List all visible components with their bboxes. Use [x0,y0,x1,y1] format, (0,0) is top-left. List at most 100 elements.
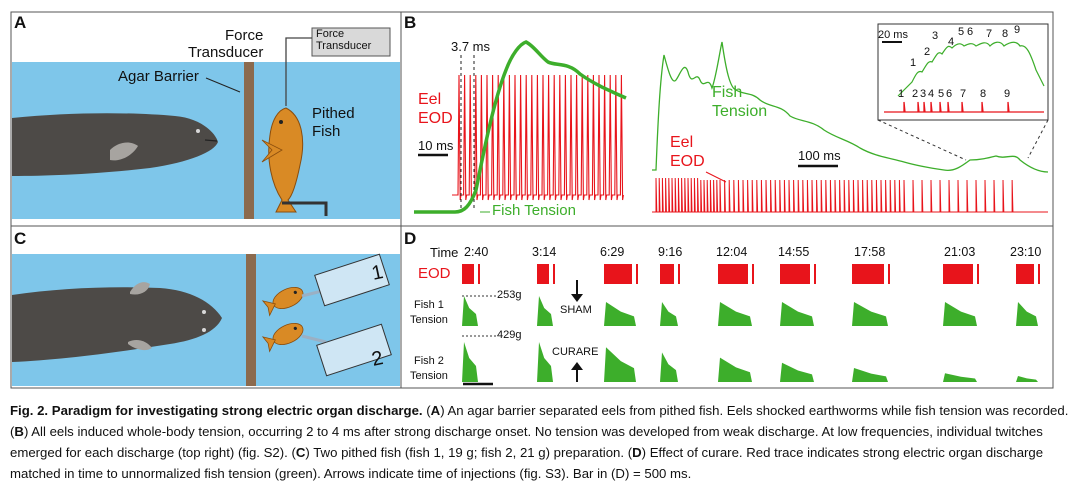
pithed-fish-fin [261,139,283,163]
fish1-tension-burst [1016,302,1038,326]
eel-eod-label-2: Eel EOD [670,134,705,170]
figure: A Force Transducer Force Transducer Agar… [10,11,1054,389]
agar-barrier-label: Agar Barrier [118,68,199,85]
d-fish2-tension [462,342,1038,382]
eod-tick [1038,264,1040,284]
eel-fin-c-top [130,282,150,295]
inset-twitch-number: 6 [967,26,974,38]
tension-trace-right [652,41,1049,173]
time-label-item: 21:03 [944,245,976,259]
eod-block [1016,264,1034,284]
inset-eod-number: 1 [898,88,905,100]
inset-eod-number: 7 [960,88,967,100]
caption-d-letter: D [632,445,642,460]
d-eod-blocks [462,264,1040,284]
fish2-tension-burst [852,368,888,382]
caption-b-text: All eels induced whole-body tension, occ… [10,424,1043,460]
fish1-scale-label: 253g [497,289,522,301]
fish2-tension-burst [718,357,752,382]
inset-eod-number: 5 [938,88,945,100]
fish-2 [261,323,304,353]
figure-caption: Fig. 2. Paradigm for investigating stron… [10,403,1069,481]
inset-eod-number: 3 [920,88,927,100]
caption-title: Paradigm for investigating strong electr… [51,403,423,418]
fish2-tension-burst [537,342,553,382]
inset-eod-number: 4 [928,88,935,100]
caption-fig-label: Fig. 2. [10,403,49,418]
curare-arrow-head [571,362,583,370]
time-label-item: 2:40 [464,245,489,259]
inset-twitch-number: 7 [986,28,993,40]
inset-twitch-number: 3 [932,30,939,42]
inset-twitch-number: 5 [958,26,965,38]
figure-frame [10,11,1054,389]
eod-block [718,264,748,284]
inset-eod-number: 6 [946,88,953,100]
inset-eod-trace [884,101,1044,113]
eel-mouth-a [204,139,218,142]
force-transducer-label: Force Transducer [188,27,264,61]
fish1-tension-burst [780,302,814,326]
eod-trace-left [452,74,624,201]
panel-a [12,27,400,219]
transducer-box-label: Force Transducer [316,28,372,52]
inset-box [877,23,1049,121]
eod-block [604,264,632,284]
fish2-tension-burst [604,347,636,382]
fish1-tension-burst [852,302,888,326]
time-label-item: 3:14 [532,245,557,259]
fish-tension-label-2: Fish Tension [712,84,768,120]
eod-label: EOD [418,265,451,282]
eod-tick [752,264,754,284]
panel-c-letter: C [14,229,27,248]
caption-c-text: Two pithed fish (fish 1, 19 g; fish 2, 2… [313,445,625,460]
caption-d-text: Effect of curare. Red trace indicates st… [10,445,1044,481]
inset-eod-number: 9 [1004,88,1011,100]
agar-barrier-leader [205,77,241,93]
fish2-tension-burst [660,352,678,382]
time-label-item: 12:04 [716,245,748,259]
panel-b-letter: B [404,13,417,32]
fish1-tension-burst [604,302,636,326]
figure-svg [10,11,1054,389]
inset-twitch-number: 8 [1002,28,1009,40]
caption-a-text: An agar barrier separated eels from pith… [447,403,1069,418]
eel-eye-c-2 [202,328,206,332]
eod-tick [636,264,638,284]
eel-eye-a [196,129,200,133]
holder-1 [314,253,390,307]
eod-tick [553,264,555,284]
inset-twitch-number: 9 [1014,24,1021,36]
latency-label: 3.7 ms [451,39,491,54]
fish1-tension-burst [718,302,752,326]
inset-twitch-number: 1 [910,57,917,69]
inset-twitch-number: 4 [948,36,955,48]
fish-1 [261,287,304,317]
fish1-tension-burst [537,296,553,326]
eod-tick [977,264,979,284]
inset-scale-label: 20 ms [878,29,908,41]
panel-a-letter: A [14,13,27,32]
transducer-wire [285,37,312,106]
inset-tension-trace [897,41,1045,97]
time-label-item: 17:58 [854,245,886,259]
time-label-item: 14:55 [778,245,810,259]
fish1-tension-burst [462,296,478,326]
agar-barrier [244,62,254,219]
sham-arrow-head [571,294,583,302]
fish2-tension-burst [780,362,814,382]
panel-d [462,264,1040,386]
caption-b-letter: B [14,424,24,439]
eel-a [12,113,218,176]
time-label-item: 9:16 [658,245,683,259]
fish2-tension-burst [1016,376,1038,382]
caption-c-letter: C [295,445,306,460]
sham-label: SHAM [560,304,592,316]
panel-b [414,23,1049,214]
eod-leader-right [705,171,727,183]
eod-tick [814,264,816,284]
time-label-item: 6:29 [600,245,625,259]
curare-label: CURARE [552,346,599,358]
pithed-fish-label: Pithed Fish [312,105,355,140]
fish-tension-label: Fish Tension [492,202,576,219]
